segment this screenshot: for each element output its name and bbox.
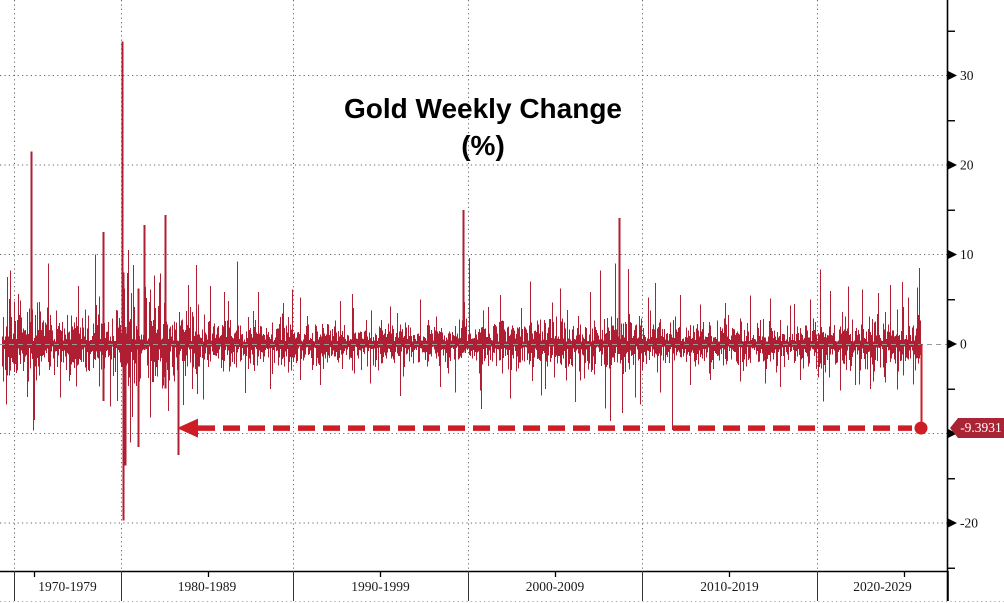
y-tick-label: 30 — [960, 68, 974, 83]
y-tick-label: -20 — [960, 516, 978, 531]
last-week-annotation — [177, 344, 928, 438]
decade-label: 2000-2009 — [526, 579, 585, 594]
tick-arrow-icon — [948, 160, 957, 170]
end-dot-icon — [914, 421, 928, 435]
y-tick-label: 0 — [960, 337, 967, 352]
chart-title: Gold Weekly Change — [344, 93, 622, 124]
y-tick-label: 20 — [960, 158, 974, 173]
decade-label: 2010-2019 — [700, 579, 759, 594]
tick-arrow-icon — [948, 71, 957, 80]
decade-label: 1990-1999 — [351, 579, 410, 594]
arrowhead-left-icon — [177, 418, 198, 438]
tick-arrow-icon — [948, 518, 957, 528]
decade-label: 1980-1989 — [178, 579, 237, 594]
tick-arrow-icon — [948, 339, 957, 349]
bars-series — [2, 41, 921, 521]
y-tick-label: 10 — [960, 247, 974, 262]
chart-title-block: Gold Weekly Change (%) — [344, 90, 622, 164]
x-axis-ticks: 1970-1979 1980-1989 1990-1999 2000-2009 2010… — [14, 571, 949, 601]
last-value-badge: -9.3931 — [950, 418, 1004, 438]
decade-label: 2020-2029 — [853, 579, 912, 594]
chart-subtitle: (%) — [461, 130, 505, 161]
tick-arrow-icon — [948, 250, 957, 259]
axes — [0, 0, 949, 601]
decade-label: 1970-1979 — [38, 579, 97, 594]
